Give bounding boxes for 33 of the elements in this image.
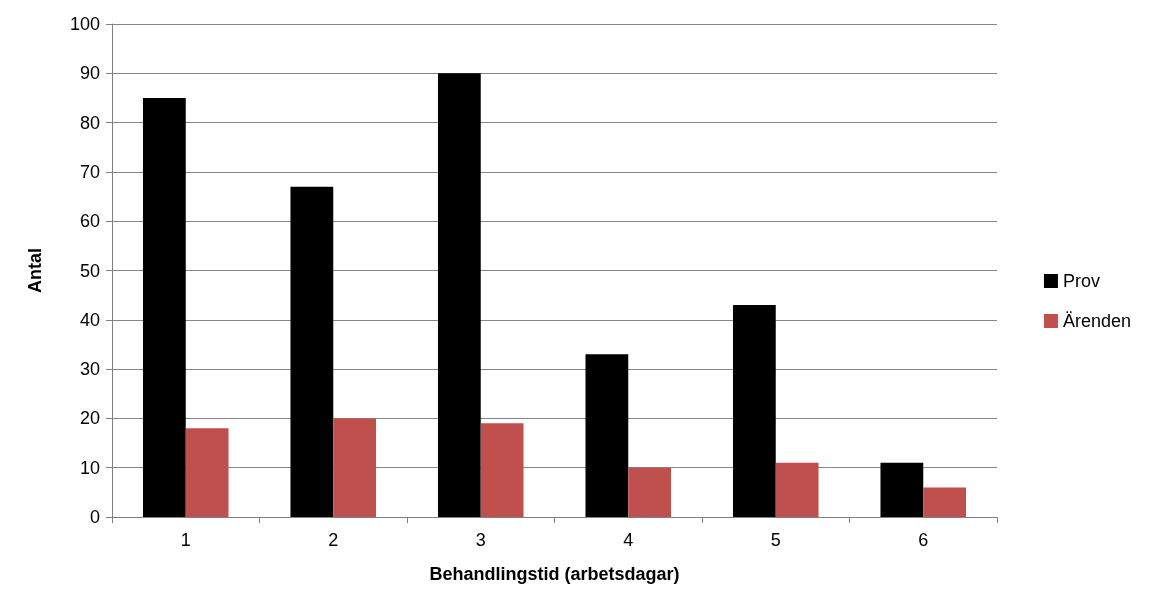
y-tick-label: 50	[79, 260, 100, 281]
y-tick-label: 20	[79, 408, 100, 429]
y-tick-label: 40	[79, 309, 100, 330]
bar	[880, 462, 924, 517]
bar	[290, 186, 334, 517]
bar	[628, 467, 672, 517]
y-axis-title: Antal	[25, 248, 45, 293]
bar	[775, 462, 819, 517]
bar	[333, 418, 377, 517]
y-tick-label: 90	[79, 63, 100, 84]
bar	[585, 354, 629, 517]
y-tick-label: 70	[79, 161, 100, 182]
bar	[437, 73, 481, 517]
y-tick-label: 100	[69, 14, 100, 34]
y-tick-label: 0	[89, 507, 100, 527]
bar	[185, 428, 229, 517]
bar	[923, 487, 967, 517]
y-tick-label: 10	[79, 457, 100, 478]
legend-label: Prov	[1062, 271, 1100, 291]
bar	[480, 423, 524, 517]
x-tick-label: 4	[623, 530, 634, 550]
legend-label: Ärenden	[1062, 311, 1132, 331]
x-tick-label: 6	[918, 530, 929, 550]
x-tick-label: 2	[328, 530, 339, 550]
y-tick-label: 60	[79, 211, 100, 232]
x-tick-label: 3	[475, 530, 486, 550]
bar	[732, 305, 776, 517]
x-axis-title: Behandlingstid (arbetsdagar)	[429, 564, 680, 584]
y-tick-label: 30	[79, 359, 100, 380]
y-tick-label: 80	[79, 112, 100, 133]
x-tick-label: 5	[770, 530, 781, 550]
x-tick-label: 1	[180, 530, 191, 550]
bar	[142, 97, 186, 517]
